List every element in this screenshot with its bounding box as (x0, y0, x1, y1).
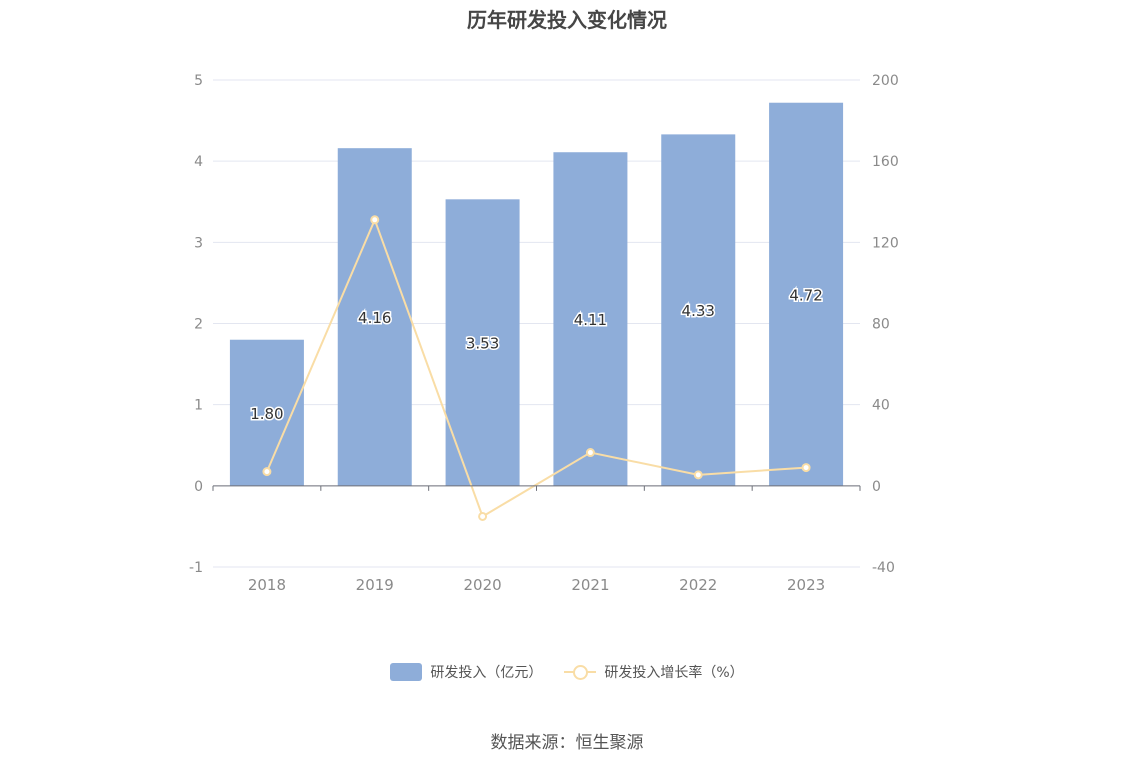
legend-line-label: 研发投入增长率（%） (604, 665, 744, 681)
bar-data-label: 3.53 (466, 335, 499, 353)
chart-title: 历年研发投入变化情况 (467, 8, 667, 32)
y-right-tick-label: 40 (872, 398, 890, 414)
growth-point (693, 470, 703, 480)
y-right-tick-label: 160 (872, 154, 899, 170)
bar-data-label: 4.11 (574, 311, 607, 329)
y-right-tick-label: 0 (872, 479, 881, 495)
bar-data-label: 1.80 (250, 405, 283, 423)
x-tick-label: 2019 (356, 576, 394, 594)
data-labels: 1.80 4.16 3.53 4.11 4.33 4.72 (249, 285, 825, 425)
growth-point (585, 448, 595, 458)
source-note: 数据来源：恒生聚源 (490, 733, 644, 753)
bar (553, 152, 628, 486)
bar (769, 102, 844, 486)
axes: 5 200 4 160 3 120 2 80 1 40 0 0 -1 -40 2018 2019 2020 202… (189, 73, 899, 594)
y-right-tick-label: 80 (872, 317, 890, 333)
growth-point (370, 215, 380, 225)
bar-data-label: 4.16 (358, 309, 391, 327)
y-right-tick-label: 200 (872, 73, 899, 89)
legend-bar-label: 研发投入（亿元） (430, 665, 543, 681)
line-series (262, 215, 811, 521)
x-tick-label: 2023 (787, 576, 825, 594)
y-right-tick-label: 120 (872, 235, 899, 251)
y-left-tick-label: 0 (194, 479, 203, 495)
bar (445, 199, 520, 486)
legend: 研发投入（亿元） 研发投入增长率（%） (0, 662, 1134, 682)
x-tick-label: 2020 (463, 576, 501, 594)
growth-point (801, 463, 811, 473)
chart-plot: 1.80 4.16 3.53 4.11 4.33 4.72 5 200 4 160 3 120 2 80… (189, 73, 899, 594)
legend-item-line[interactable]: 研发投入增长率（%） (564, 662, 744, 682)
growth-line (265, 217, 807, 518)
x-tick-label: 2018 (248, 576, 286, 594)
y-left-tick-label: 4 (194, 154, 203, 170)
bar-series (229, 102, 844, 486)
y-left-tick-label: 1 (194, 398, 203, 414)
y-left-tick-label: 3 (194, 235, 203, 251)
legend-bar-swatch (390, 663, 423, 681)
growth-point (262, 467, 272, 477)
legend-item-bar[interactable]: 研发投入（亿元） (390, 662, 542, 682)
y-left-tick-label: -1 (189, 560, 203, 576)
bar (661, 134, 736, 486)
bar-data-label: 4.72 (789, 286, 822, 304)
legend-line-swatch (564, 663, 597, 681)
y-left-tick-label: 2 (194, 317, 203, 333)
x-tick-label: 2021 (571, 576, 609, 594)
bar (337, 148, 412, 486)
bar-data-label: 4.33 (682, 302, 715, 320)
growth-point (478, 511, 488, 521)
y-right-tick-label: -40 (872, 560, 895, 576)
y-left-tick-label: 5 (194, 73, 203, 89)
x-tick-label: 2022 (679, 576, 717, 594)
grid-lines (213, 79, 860, 568)
